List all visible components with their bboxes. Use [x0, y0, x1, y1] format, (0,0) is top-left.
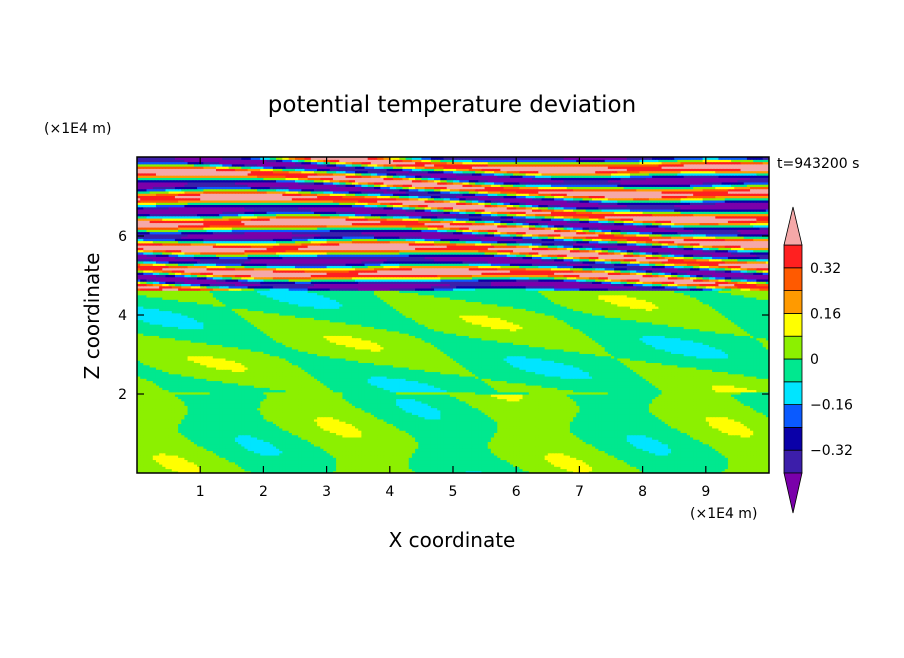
time-label: t=943200 s [777, 156, 859, 172]
y-unit-label: (×1E4 m) [44, 121, 111, 137]
plot-field [137, 157, 770, 474]
chart-title: potential temperature deviation [268, 92, 636, 118]
